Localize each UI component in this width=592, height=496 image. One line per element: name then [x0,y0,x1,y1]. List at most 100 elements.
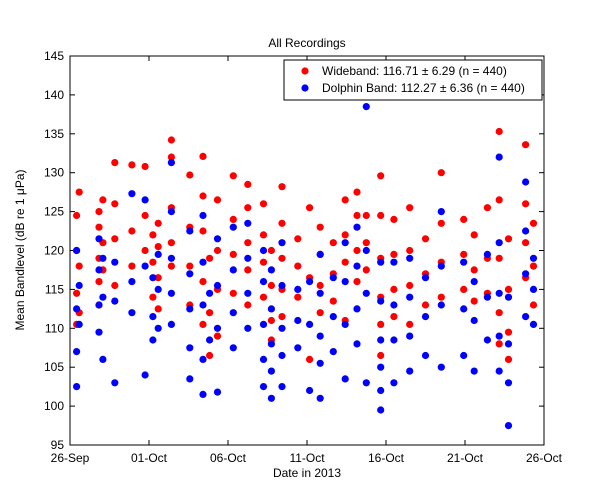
legend-box [283,59,543,101]
x-tick-label: 26-Sep [51,451,90,465]
data-point [99,355,107,363]
data-point [229,344,237,352]
y-axis: 95 100 105 110 115 120 125 130 135 140 145 [44,49,544,452]
data-point [390,285,398,293]
data-point [186,375,194,383]
data-point [213,281,222,290]
data-point [529,219,538,227]
data-point [149,313,157,321]
data-point [460,258,468,266]
data-point [167,153,175,161]
data-point [316,394,324,402]
data-point [329,313,337,321]
data-point [470,278,478,286]
data-point [73,305,81,313]
data-point [522,239,530,247]
data-point [206,289,214,297]
data-point [75,281,83,290]
data-point [504,422,513,430]
data-point [111,258,119,266]
data-point [460,351,468,360]
data-point [167,239,175,247]
data-point [460,285,468,293]
data-points [73,103,538,430]
series-dolphin-band [73,103,538,430]
data-point [529,301,538,309]
data-point [390,215,398,223]
data-point [421,301,430,309]
data-point [495,332,503,340]
data-point [362,246,370,255]
data-point [95,208,103,216]
data-point [316,332,324,340]
data-point [278,254,286,262]
y-tick-label: 105 [44,360,64,374]
data-point [362,266,370,274]
data-point [406,332,414,340]
data-point [199,278,207,286]
data-point [306,355,314,363]
data-point [229,172,237,180]
data-point [186,171,194,179]
data-point [406,320,414,328]
data-point [306,386,314,395]
data-point [278,219,286,227]
data-point [95,278,103,286]
data-point [529,285,538,293]
data-point [341,320,349,328]
data-point [353,223,361,231]
data-point [390,250,398,258]
data-point [73,246,81,255]
data-point [213,332,222,340]
data-point [186,262,194,270]
data-point [267,281,275,290]
data-point [95,223,103,231]
data-point [128,309,136,317]
data-point [186,305,194,313]
data-point [504,235,513,243]
data-point [522,141,530,149]
data-point [390,336,398,344]
data-point [470,231,478,239]
data-point [341,278,349,286]
data-point [470,266,478,274]
data-point [111,200,119,208]
data-point [278,324,286,332]
data-point [483,204,491,212]
data-point [128,227,136,235]
data-point [294,316,302,325]
data-point [154,243,162,251]
data-point [421,235,430,243]
data-point [259,200,268,208]
data-point [529,262,538,270]
data-point [141,262,149,270]
data-point [141,246,149,255]
x-tick-label: 01-Oct [131,451,168,465]
data-point [362,211,370,220]
data-point [421,351,430,360]
data-point [329,239,337,247]
data-point [406,293,414,301]
x-tick-label: 26-Oct [526,451,563,465]
data-point [329,297,337,305]
data-point [495,340,503,348]
data-point [316,359,324,367]
data-point [495,127,503,136]
data-point [206,309,214,317]
data-point [316,250,324,258]
data-point [437,208,445,216]
data-point [199,258,207,266]
data-point [495,289,503,297]
data-point [294,235,302,243]
data-point [73,289,81,297]
data-point [470,367,478,375]
chart-title: All Recordings [268,36,345,50]
data-point [460,250,468,258]
data-point [278,351,286,360]
data-point [213,235,222,243]
data-point [199,152,207,160]
data-point [362,239,370,247]
x-tick-label: 21-Oct [447,451,484,465]
data-point [259,231,268,239]
data-point [244,289,252,297]
